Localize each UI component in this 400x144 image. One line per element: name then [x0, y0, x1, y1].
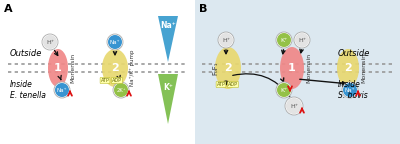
Text: K⁺: K⁺ [280, 37, 288, 42]
Ellipse shape [286, 98, 302, 114]
Text: 1: 1 [288, 63, 296, 73]
Ellipse shape [114, 83, 128, 97]
Text: Na⁺: Na⁺ [160, 21, 176, 31]
Bar [195, 0, 400, 144]
Ellipse shape [107, 34, 123, 50]
Text: A: A [4, 4, 13, 14]
Text: Monensin: Monensin [306, 53, 311, 83]
Ellipse shape [219, 33, 233, 47]
Text: K⁺: K⁺ [280, 88, 288, 92]
Polygon shape [158, 16, 178, 62]
Ellipse shape [280, 47, 304, 89]
Text: Na⁺: Na⁺ [110, 39, 120, 44]
Ellipse shape [215, 47, 241, 89]
Text: Outside: Outside [338, 49, 370, 58]
Text: H⁺: H⁺ [298, 37, 306, 42]
Ellipse shape [43, 35, 57, 49]
Ellipse shape [108, 35, 122, 49]
Ellipse shape [55, 83, 69, 97]
Text: Na⁺: Na⁺ [57, 88, 67, 92]
Ellipse shape [342, 82, 358, 98]
Text: H⁺: H⁺ [46, 39, 54, 44]
Ellipse shape [295, 33, 309, 47]
Text: 2: 2 [111, 63, 119, 73]
Text: K⁺: K⁺ [163, 84, 173, 92]
Text: B: B [199, 4, 207, 14]
Ellipse shape [48, 49, 68, 87]
Ellipse shape [294, 32, 310, 48]
Ellipse shape [277, 83, 291, 97]
Ellipse shape [113, 82, 129, 98]
Ellipse shape [276, 82, 292, 98]
Ellipse shape [102, 49, 128, 87]
Polygon shape [158, 74, 178, 124]
Text: Outside: Outside [10, 49, 42, 58]
Text: H⁺: H⁺ [290, 104, 298, 108]
Ellipse shape [277, 33, 291, 47]
Text: 1: 1 [54, 63, 62, 73]
Ellipse shape [337, 49, 359, 87]
Text: Inside
E. tenella: Inside E. tenella [10, 80, 46, 100]
Ellipse shape [54, 82, 70, 98]
Ellipse shape [276, 32, 292, 48]
Text: ADP: ADP [112, 78, 122, 83]
Text: Na⁺: Na⁺ [345, 88, 355, 92]
Ellipse shape [42, 34, 58, 50]
Text: F₀F₁: F₀F₁ [212, 61, 218, 75]
Ellipse shape [343, 83, 357, 97]
Text: ATP: ATP [216, 82, 226, 87]
Text: 2: 2 [344, 63, 352, 73]
Text: Inside
S. bovis: Inside S. bovis [338, 80, 368, 100]
Text: 2K⁺: 2K⁺ [116, 88, 126, 92]
Text: ATP: ATP [100, 78, 110, 83]
Text: Monensin: Monensin [70, 53, 75, 83]
Text: Monensin: Monensin [361, 53, 366, 83]
Text: ADP: ADP [228, 82, 238, 87]
Ellipse shape [285, 97, 303, 115]
Ellipse shape [218, 32, 234, 48]
Text: H⁺: H⁺ [222, 37, 230, 42]
Bar [0, 0, 195, 144]
Text: Na⁺/K⁺ pump: Na⁺/K⁺ pump [130, 50, 135, 86]
Text: 2: 2 [224, 63, 232, 73]
